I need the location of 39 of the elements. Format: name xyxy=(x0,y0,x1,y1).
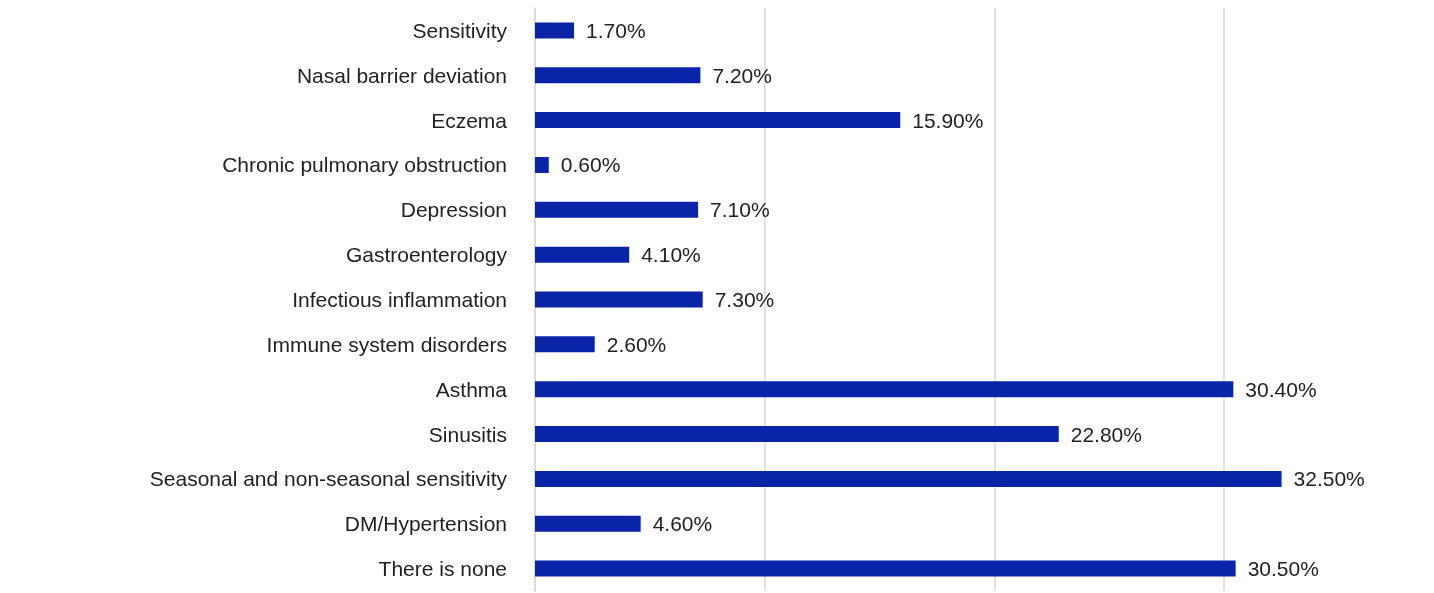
data-label: 22.80% xyxy=(1070,422,1142,446)
y-tick-label: Immune system disorders xyxy=(266,332,507,356)
bar xyxy=(535,112,901,129)
data-label: 30.40% xyxy=(1245,377,1317,401)
bar xyxy=(535,515,641,532)
y-tick-label: There is none xyxy=(378,557,507,581)
y-tick-label: Eczema xyxy=(431,108,508,132)
bar xyxy=(535,426,1059,443)
y-tick-label: Seasonal and non-seasonal sensitivity xyxy=(149,467,508,491)
bar xyxy=(535,336,595,353)
data-label: 30.50% xyxy=(1247,557,1319,581)
data-label: 7.20% xyxy=(712,63,772,87)
data-label: 15.90% xyxy=(912,108,984,132)
y-tick-label: Gastroenterology xyxy=(345,243,508,267)
bar xyxy=(535,67,701,84)
y-tick-label: Infectious inflammation xyxy=(292,288,507,311)
bar xyxy=(535,246,630,263)
bar xyxy=(535,22,575,39)
data-label: 2.60% xyxy=(606,332,667,356)
bar xyxy=(535,470,1282,487)
bar xyxy=(535,560,1236,577)
data-label: 0.60% xyxy=(560,153,621,177)
y-tick-label: Chronic pulmonary obstruction xyxy=(222,153,507,177)
data-label: 32.50% xyxy=(1293,467,1365,491)
y-tick-label: Asthma xyxy=(435,377,508,401)
data-label: 7.10% xyxy=(710,198,770,222)
y-tick-label: DM/Hypertension xyxy=(344,512,507,536)
y-tick-label: Sensitivity xyxy=(412,18,508,42)
bar xyxy=(535,291,703,308)
data-label: 4.10% xyxy=(641,243,701,267)
data-label: 1.70% xyxy=(586,18,646,42)
y-tick-label: Depression xyxy=(400,198,507,222)
bar xyxy=(535,201,699,218)
bar xyxy=(535,381,1234,398)
data-label: 7.30% xyxy=(714,288,775,311)
y-tick-label: Sinusitis xyxy=(428,422,507,446)
data-label: 4.60% xyxy=(652,512,713,536)
y-tick-label: Nasal barrier deviation xyxy=(296,63,507,87)
bar xyxy=(535,156,549,173)
